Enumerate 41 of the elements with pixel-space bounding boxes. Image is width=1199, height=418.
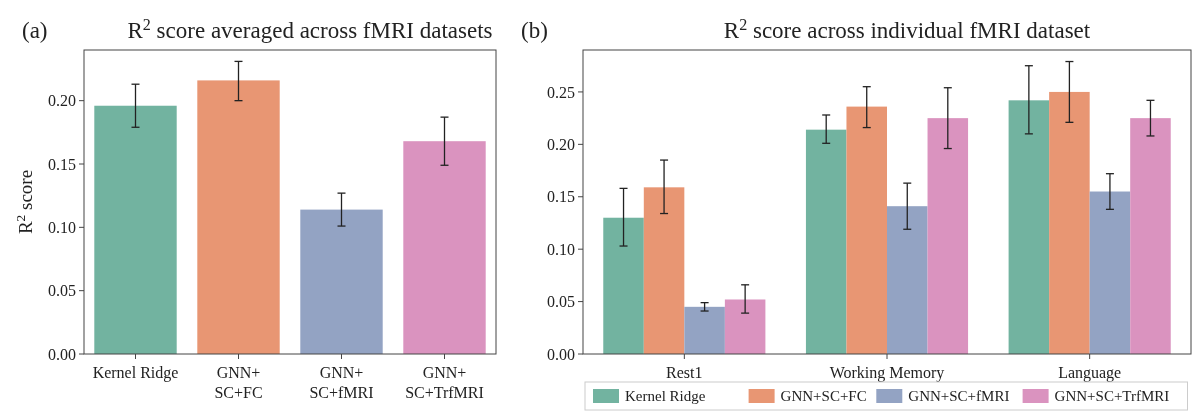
x-tick-label: Working Memory <box>829 364 945 382</box>
x-tick-label: GNN+ SC+TrfMRI <box>405 364 484 401</box>
x-tick-label: GNN+ SC+FC <box>214 364 263 401</box>
y-tick-label: 0.25 <box>547 83 575 101</box>
y-tick-label: 0.05 <box>48 282 76 300</box>
x-tick-label: Language <box>1058 364 1122 382</box>
chart-title: R$^{2}$ score across individual fMRI dataset <box>723 15 1091 43</box>
bar <box>1089 191 1131 354</box>
text: (a) <box>22 18 48 43</box>
bar <box>403 141 486 354</box>
bar <box>724 299 766 354</box>
bar <box>805 129 847 354</box>
y-tick-label: 0.20 <box>547 135 575 153</box>
bar <box>927 118 969 354</box>
legend-label: GNN+SC+TrfMRI <box>1054 388 1170 405</box>
x-tick-label: GNN+ SC+fMRI <box>309 364 374 401</box>
y-tick-label: 0.15 <box>48 155 76 173</box>
text: (b) <box>521 18 548 43</box>
bar <box>846 106 887 354</box>
bar <box>94 105 177 354</box>
bar <box>603 217 644 354</box>
bar <box>684 306 725 354</box>
x-tick-label: Kernel Ridge <box>92 364 179 382</box>
y-tick-label: 0.10 <box>547 240 575 258</box>
bar <box>1049 91 1090 354</box>
y-tick-label: 0.20 <box>48 92 76 110</box>
x-tick-label: Rest1 <box>666 364 703 381</box>
y-tick-label: 0.10 <box>48 218 76 236</box>
bar <box>1130 118 1171 354</box>
chart-title: R$^{2}$ score averaged across fMRI datasets <box>127 15 493 43</box>
bar <box>887 206 928 354</box>
y-tick-label: 0.15 <box>547 188 575 206</box>
y-tick-label: 0.05 <box>547 293 575 311</box>
y-tick-label: 0.00 <box>48 345 76 363</box>
bar <box>197 80 280 354</box>
bar <box>1008 100 1050 354</box>
bar <box>300 209 383 354</box>
bar <box>643 187 685 354</box>
legend-label: GNN+SC+FC <box>780 388 867 405</box>
y-tick-label: 0.00 <box>547 345 575 363</box>
legend-label: GNN+SC+fMRI <box>908 388 1010 405</box>
